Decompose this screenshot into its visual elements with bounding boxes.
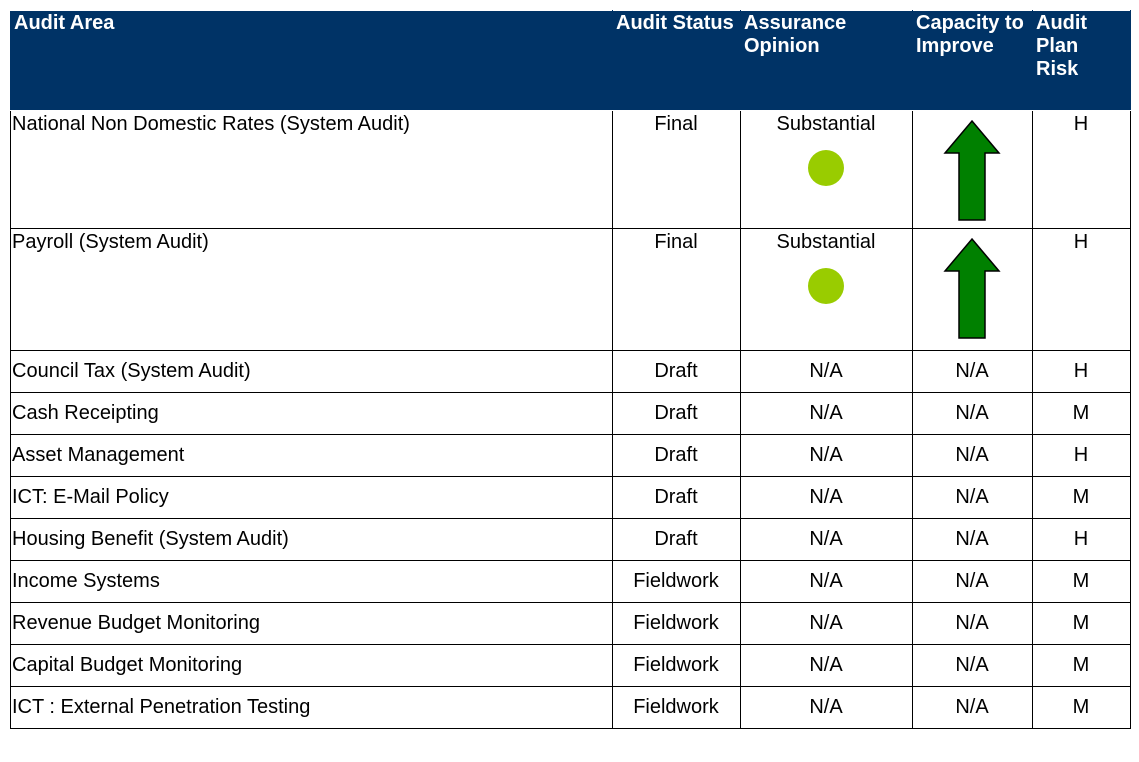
cell: N/A <box>740 686 913 729</box>
cell: Draft <box>612 392 741 435</box>
cell: M <box>1032 602 1131 645</box>
cell: Draft <box>612 476 741 519</box>
header-cell: Audit Plan Risk <box>1032 10 1131 111</box>
header-cell: Audit Status <box>612 10 741 111</box>
cell: Fieldwork <box>612 602 741 645</box>
header-cell: Capacity to Improve <box>912 10 1033 111</box>
cell: N/A <box>912 644 1033 687</box>
cell: Final <box>612 228 741 351</box>
header-row: Audit Area Audit Status Assurance Opinion C… <box>10 10 1131 111</box>
cell: Draft <box>612 434 741 477</box>
area-cell: Capital Budget Monitoring <box>10 644 613 687</box>
table-row: National Non Domestic Rates (System Audi… <box>10 110 1131 229</box>
cell: N/A <box>912 518 1033 561</box>
cell: N/A <box>740 560 913 603</box>
up-arrow <box>943 119 1001 221</box>
audit-table: Audit Area Audit Status Assurance Opinion C… <box>10 10 1131 729</box>
area-cell: ICT: E-Mail Policy <box>10 476 613 519</box>
cell: N/A <box>912 602 1033 645</box>
capacity-icon-cell <box>912 228 1033 351</box>
cell: N/A <box>912 392 1033 435</box>
cell: H <box>1032 228 1131 351</box>
cell: N/A <box>740 350 913 393</box>
cell: N/A <box>740 434 913 477</box>
table-row: Cash Receipting Draft N/A N/A M <box>10 392 1131 435</box>
area-cell: Housing Benefit (System Audit) <box>10 518 613 561</box>
cell: Final <box>612 110 741 229</box>
assurance-dot <box>808 150 844 186</box>
cell: Draft <box>612 518 741 561</box>
table-row: ICT: E-Mail Policy Draft N/A N/A M <box>10 476 1131 519</box>
cell: M <box>1032 392 1131 435</box>
table-body: National Non Domestic Rates (System Audi… <box>10 110 1131 729</box>
cell: N/A <box>740 392 913 435</box>
cell: M <box>1032 560 1131 603</box>
cell: Fieldwork <box>612 644 741 687</box>
cell: H <box>1032 110 1131 229</box>
cell: N/A <box>740 518 913 561</box>
cell: H <box>1032 434 1131 477</box>
header-cell: Assurance Opinion <box>740 10 913 111</box>
table-header: Audit Area Audit Status Assurance Opinion C… <box>10 10 1131 111</box>
area-cell: National Non Domestic Rates (System Audi… <box>10 110 613 229</box>
table-row: Payroll (System Audit) Final Substantial H <box>10 228 1131 351</box>
table-row: ICT : External Penetration Testing Fieldw… <box>10 686 1131 729</box>
cell: M <box>1032 476 1131 519</box>
header-cell: Audit Area <box>10 10 613 111</box>
area-cell: Revenue Budget Monitoring <box>10 602 613 645</box>
up-arrow <box>943 237 1001 339</box>
cell: N/A <box>912 350 1033 393</box>
cell: N/A <box>912 476 1033 519</box>
cell: N/A <box>912 434 1033 477</box>
table-row: Asset Management Draft N/A N/A H <box>10 434 1131 477</box>
cell: M <box>1032 686 1131 729</box>
area-cell: Cash Receipting <box>10 392 613 435</box>
table-row: Council Tax (System Audit) Draft N/A N/A H <box>10 350 1131 393</box>
table-row: Revenue Budget Monitoring Fieldwork N/A N/A… <box>10 602 1131 645</box>
cell: H <box>1032 350 1131 393</box>
cell: N/A <box>740 476 913 519</box>
table-row: Housing Benefit (System Audit) Draft N/A N/… <box>10 518 1131 561</box>
capacity-icon-cell <box>912 110 1033 229</box>
cell: Substantial <box>740 110 913 229</box>
cell: N/A <box>740 644 913 687</box>
area-cell: ICT : External Penetration Testing <box>10 686 613 729</box>
cell: H <box>1032 518 1131 561</box>
cell: Fieldwork <box>612 686 741 729</box>
cell: N/A <box>912 560 1033 603</box>
assurance-dot <box>808 268 844 304</box>
cell: Draft <box>612 350 741 393</box>
cell: N/A <box>912 686 1033 729</box>
area-cell: Income Systems <box>10 560 613 603</box>
cell: N/A <box>740 602 913 645</box>
cell: Substantial <box>740 228 913 351</box>
cell: M <box>1032 644 1131 687</box>
table-row: Income Systems Fieldwork N/A N/A M <box>10 560 1131 603</box>
area-cell: Asset Management <box>10 434 613 477</box>
area-cell: Council Tax (System Audit) <box>10 350 613 393</box>
cell: Fieldwork <box>612 560 741 603</box>
table-row: Capital Budget Monitoring Fieldwork N/A N/A… <box>10 644 1131 687</box>
area-cell: Payroll (System Audit) <box>10 228 613 351</box>
